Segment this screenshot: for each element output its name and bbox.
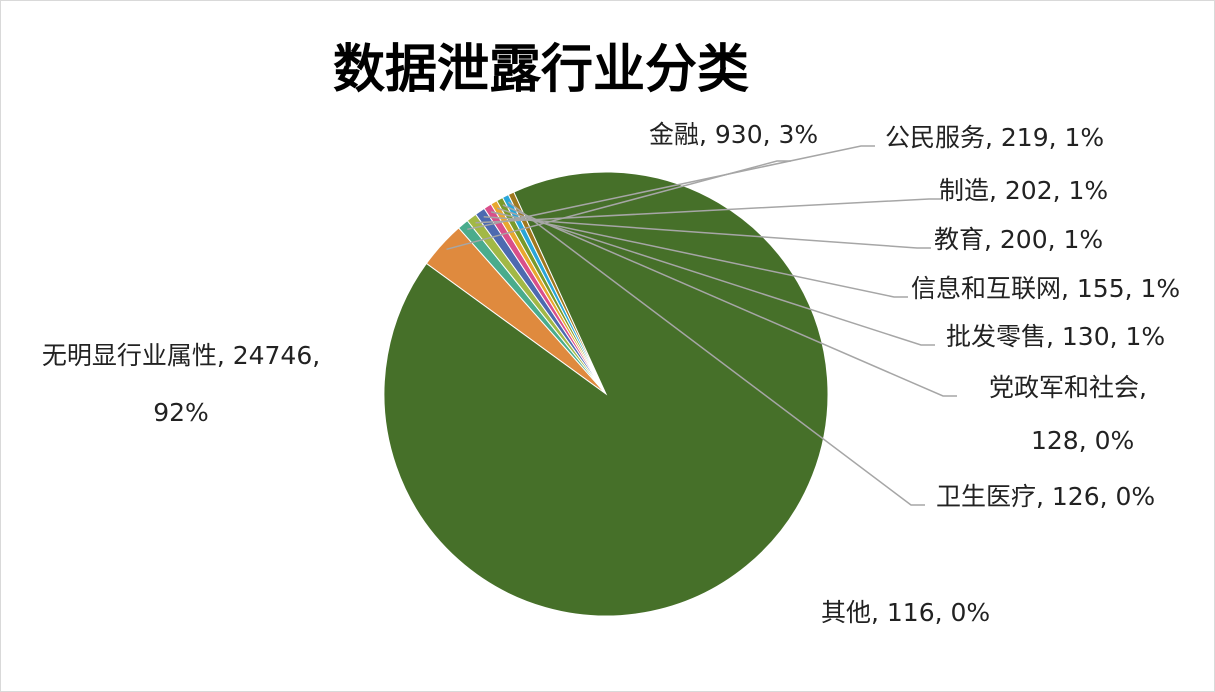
data-label-教育: 教育, 200, 1% bbox=[934, 225, 1103, 254]
leader-line-公民服务 bbox=[467, 145, 875, 231]
pie-slice-无明显行业属性 bbox=[383, 171, 829, 617]
data-label-金融: 金融, 930, 3% bbox=[649, 120, 818, 149]
pie-slices bbox=[383, 171, 829, 617]
data-label-信息和互联网: 信息和互联网, 155, 1% bbox=[911, 274, 1180, 303]
data-label-卫生医疗: 卫生医疗, 126, 0% bbox=[936, 482, 1155, 511]
data-label-党政军和社会-line1: 党政军和社会, bbox=[989, 373, 1147, 402]
data-label-无明显行业属性-line1: 无明显行业属性, 24746, bbox=[42, 341, 320, 370]
data-label-制造: 制造, 202, 1% bbox=[939, 176, 1108, 205]
data-label-无明显行业属性-line2: 92% bbox=[153, 398, 209, 427]
data-labels: 金融, 930, 3% 公民服务, 219, 1% 制造, 202, 1% 教育, 2… bbox=[42, 120, 1180, 627]
data-label-党政军和社会-line2: 128, 0% bbox=[1031, 426, 1134, 455]
data-label-批发零售: 批发零售, 130, 1% bbox=[946, 322, 1165, 351]
leader-line-制造 bbox=[475, 198, 943, 224]
data-label-其他: 其他, 116, 0% bbox=[821, 598, 990, 627]
leader-line-批发零售 bbox=[496, 207, 935, 346]
leader-line-教育 bbox=[483, 216, 931, 249]
leader-line-卫生医疗 bbox=[508, 201, 925, 506]
leader-line-党政军和社会 bbox=[502, 204, 957, 397]
leader-line-金融 bbox=[446, 160, 791, 251]
chart-title: 数据泄露行业分类 bbox=[333, 40, 749, 100]
leader-lines bbox=[446, 145, 957, 506]
leader-line-信息和互联网 bbox=[490, 211, 908, 298]
data-label-公民服务: 公民服务, 219, 1% bbox=[885, 123, 1104, 152]
